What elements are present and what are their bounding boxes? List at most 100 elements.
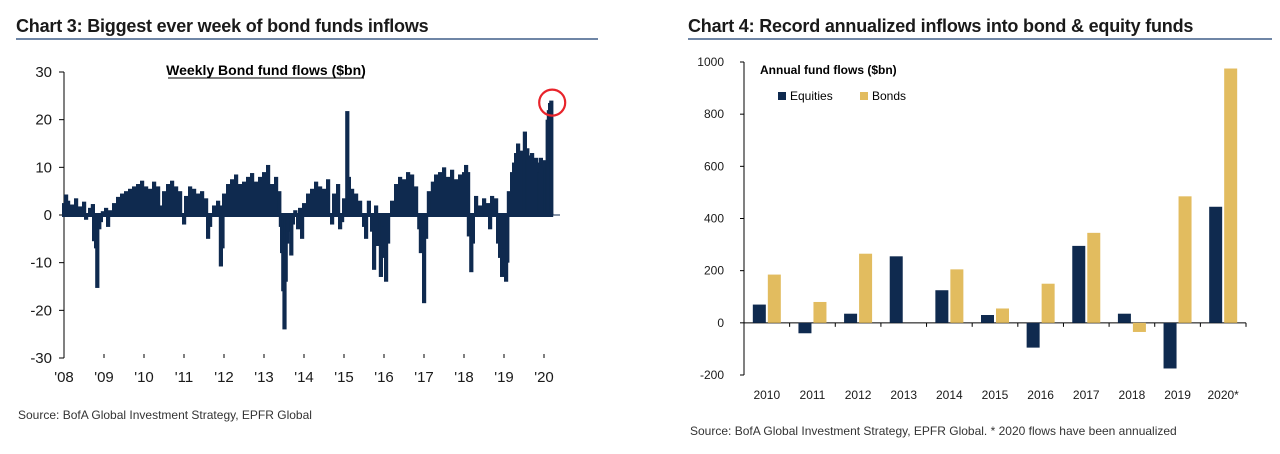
chart3-source: Source: BofA Global Investment Strategy,…	[18, 408, 312, 422]
equities-bar-2011	[798, 322, 812, 334]
equities-bar-2017	[1072, 245, 1086, 323]
weekly-flow-bar	[88, 207, 93, 215]
x-category-label: 2013	[890, 388, 917, 402]
bonds-bar-2017	[1087, 232, 1101, 323]
y-tick-label: 10	[35, 159, 52, 176]
weekly-flow-bar	[306, 193, 311, 215]
weekly-flow-bar	[350, 188, 355, 215]
weekly-flow-bar	[442, 167, 447, 215]
weekly-flow-bar	[424, 215, 429, 239]
weekly-flow-bar	[488, 215, 493, 230]
weekly-flow-bar	[374, 205, 379, 215]
x-tick-label: '13	[254, 369, 274, 386]
weekly-flow-bar	[430, 181, 435, 215]
weekly-flow-bar	[470, 215, 475, 244]
weekly-flow-bar	[410, 174, 415, 215]
x-tick-label: '15	[334, 369, 354, 386]
weekly-flow-bar	[166, 184, 171, 215]
weekly-flow-bar	[208, 215, 213, 227]
weekly-flow-bar	[332, 193, 337, 215]
x-tick-label: '12	[214, 369, 234, 386]
weekly-flow-bar	[390, 200, 395, 215]
x-category-label: 2018	[1119, 388, 1146, 402]
weekly-flow-bar	[336, 184, 341, 215]
weekly-flow-bar	[188, 186, 193, 215]
weekly-flow-bar	[178, 191, 183, 215]
weekly-flow-bar	[438, 172, 443, 215]
equities-bar-2015	[981, 315, 994, 323]
y-tick-label: 0	[44, 207, 52, 224]
equities-legend-swatch	[778, 92, 786, 100]
weekly-flow-bar	[222, 193, 227, 215]
weekly-flow-bar	[346, 176, 351, 215]
chart3-title-rule	[16, 38, 598, 40]
weekly-flow-bar	[322, 188, 327, 215]
x-category-label: 2015	[982, 388, 1009, 402]
weekly-flow-bar	[234, 174, 239, 215]
weekly-flow-bar	[156, 186, 161, 215]
equities-bar-2020	[1209, 206, 1223, 323]
weekly-flow-bar	[218, 205, 223, 215]
x-tick-label: '20	[534, 369, 554, 386]
weekly-flow-bar	[286, 215, 291, 232]
y-tick-label: -200	[700, 368, 724, 382]
weekly-flow-bar	[486, 203, 491, 215]
weekly-flow-bar	[422, 215, 427, 304]
weekly-flow-bar	[148, 188, 153, 215]
highlight-circle	[538, 88, 567, 117]
equities-bar-2016	[1026, 322, 1040, 348]
weekly-flow-bar	[136, 184, 141, 215]
y-tick-label: 600	[704, 159, 724, 173]
weekly-flow-bar	[434, 174, 439, 215]
weekly-flow-bar	[454, 179, 459, 215]
weekly-flow-bar	[384, 215, 389, 282]
weekly-flow-bar	[112, 203, 117, 215]
x-tick-label: '10	[134, 369, 154, 386]
y-tick-label: -20	[30, 302, 52, 319]
equities-bar-2013	[889, 256, 903, 323]
weekly-flow-bar	[120, 193, 125, 215]
weekly-flow-bar	[406, 172, 411, 215]
chart4-title-rule	[688, 38, 1272, 40]
weekly-flow-bar	[238, 184, 243, 215]
bonds-legend-swatch	[860, 92, 868, 100]
x-tick-label: '19	[494, 369, 514, 386]
equities-bar-2014	[935, 290, 949, 323]
x-category-label: 2011	[800, 388, 826, 402]
weekly-flow-bar	[266, 164, 271, 215]
y-tick-label: 1000	[697, 55, 724, 69]
weekly-flow-bar	[258, 176, 263, 215]
bonds-bar-2018	[1132, 322, 1146, 332]
weekly-flow-bar	[358, 200, 363, 215]
x-tick-label: '08	[54, 369, 74, 386]
bonds-legend-label: Bonds	[872, 89, 906, 103]
bonds-bar-2015	[996, 308, 1009, 323]
weekly-flow-bar	[290, 215, 295, 225]
weekly-flow-bar	[296, 215, 301, 230]
x-category-label: 2019	[1164, 388, 1191, 402]
x-category-label: 2012	[845, 388, 872, 402]
weekly-flow-bar	[158, 205, 163, 215]
y-tick-label: 800	[704, 107, 724, 121]
weekly-flow-bar	[196, 193, 201, 215]
weekly-flow-bar	[414, 186, 419, 215]
weekly-bond-flows-chart: 30 20 10 0 -10 -20 -30'08 '09 '10 '11 '12 '13 '14 '15…	[30, 62, 567, 386]
weekly-flow-bar	[283, 215, 288, 282]
bonds-bar-2012	[859, 253, 873, 323]
weekly-flow-bar	[482, 198, 487, 215]
weekly-flow-bar	[242, 181, 247, 215]
weekly-flow-bar	[104, 207, 109, 215]
weekly-flow-bar	[262, 172, 267, 215]
weekly-flow-bar	[426, 191, 431, 215]
chart3-title: Chart 3: Biggest ever week of bond funds…	[16, 16, 429, 36]
weekly-flow-bar	[192, 188, 197, 215]
x-tick-label: '11	[175, 369, 193, 386]
y-tick-label: 0	[717, 316, 724, 330]
chart4-title: Chart 4: Record annualized inflows into …	[688, 16, 1194, 36]
weekly-flow-bar	[466, 172, 471, 215]
weekly-flow-bar	[450, 169, 455, 215]
weekly-flow-bar	[82, 201, 87, 215]
weekly-flow-bar	[78, 206, 83, 215]
weekly-flow-bar	[372, 215, 377, 270]
bonds-bar-2020	[1224, 68, 1238, 323]
